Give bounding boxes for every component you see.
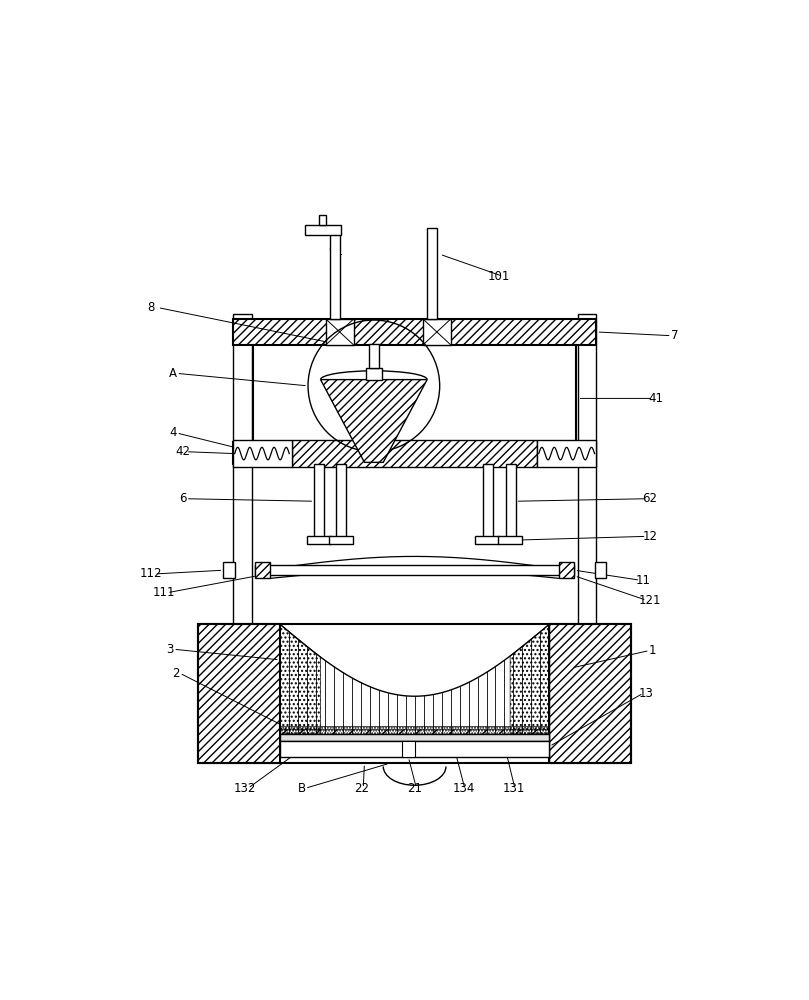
Text: 11: 11 [636, 574, 651, 587]
Bar [337, 464, 346, 538]
Bar [233, 319, 596, 345]
Text: 121: 121 [638, 594, 661, 607]
Text: 41: 41 [649, 392, 663, 405]
Text: 131: 131 [502, 782, 525, 795]
Text: 62: 62 [642, 492, 657, 505]
Text: 134: 134 [452, 782, 475, 795]
Text: 91: 91 [328, 245, 344, 258]
Text: 7: 7 [671, 329, 679, 342]
Text: 2: 2 [172, 667, 180, 680]
Bar [325, 319, 354, 345]
Bar [476, 536, 499, 544]
Bar [223, 562, 235, 578]
Bar [255, 562, 270, 578]
Text: 22: 22 [354, 782, 369, 795]
Bar [328, 536, 353, 544]
Text: 101: 101 [488, 270, 510, 283]
Bar [366, 368, 382, 380]
Bar [280, 729, 549, 734]
Polygon shape [280, 624, 549, 763]
Text: B: B [298, 782, 306, 795]
Bar [402, 741, 414, 757]
Bar [314, 464, 324, 538]
Text: 132: 132 [234, 782, 256, 795]
Text: 111: 111 [153, 586, 175, 599]
Bar [305, 225, 341, 235]
Text: 112: 112 [140, 567, 163, 580]
Bar [233, 314, 252, 759]
Text: 1: 1 [649, 644, 657, 657]
Text: 3: 3 [167, 643, 174, 656]
Text: 13: 13 [639, 687, 654, 700]
Bar [537, 440, 596, 467]
Text: 42: 42 [175, 445, 190, 458]
Text: 4: 4 [169, 426, 177, 439]
Bar [319, 215, 326, 225]
Text: 12: 12 [642, 530, 657, 543]
Bar [506, 464, 515, 538]
Text: 8: 8 [147, 301, 155, 314]
Bar [255, 565, 574, 575]
Bar [307, 536, 331, 544]
Polygon shape [549, 624, 631, 763]
Bar [330, 228, 340, 319]
Bar [498, 536, 522, 544]
Bar [233, 442, 596, 464]
Text: A: A [169, 367, 177, 380]
Bar [578, 314, 596, 759]
Polygon shape [198, 624, 280, 763]
Polygon shape [320, 380, 427, 462]
Bar [369, 344, 379, 368]
Bar [423, 319, 451, 345]
Bar [233, 440, 292, 467]
Bar [198, 624, 631, 763]
Text: 21: 21 [407, 782, 422, 795]
Bar [595, 562, 606, 578]
Text: 6: 6 [179, 492, 186, 505]
Bar [280, 741, 549, 757]
Bar [483, 464, 493, 538]
Bar [280, 734, 549, 741]
Bar [559, 562, 574, 578]
Bar [292, 440, 537, 467]
Bar [280, 726, 549, 741]
Bar [426, 228, 437, 319]
